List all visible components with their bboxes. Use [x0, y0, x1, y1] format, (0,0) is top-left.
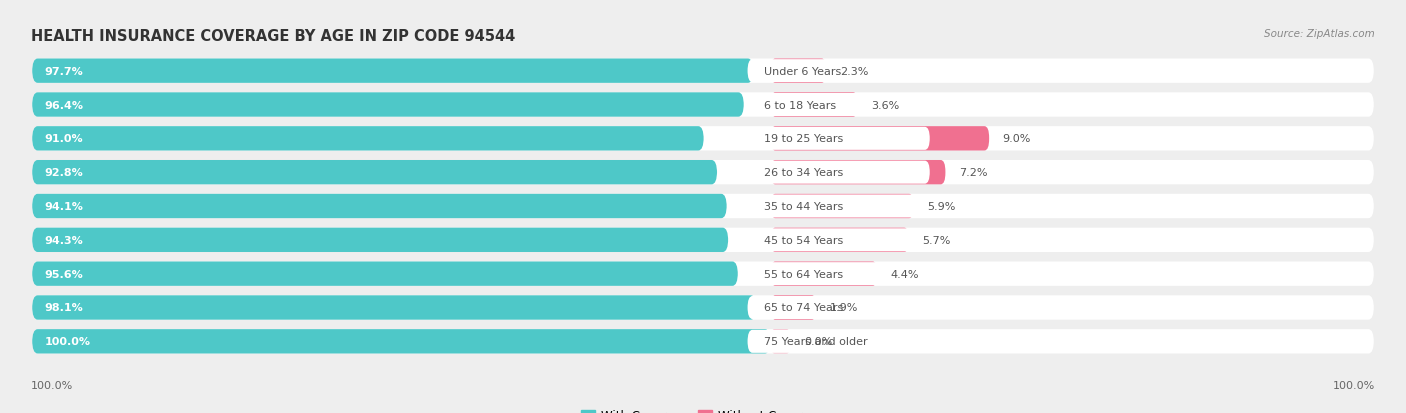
- Text: 96.4%: 96.4%: [45, 100, 83, 110]
- FancyBboxPatch shape: [32, 59, 1374, 84]
- FancyBboxPatch shape: [32, 329, 1374, 354]
- Text: 92.8%: 92.8%: [45, 168, 83, 178]
- Text: 35 to 44 Years: 35 to 44 Years: [763, 202, 844, 211]
- FancyBboxPatch shape: [748, 296, 929, 319]
- FancyBboxPatch shape: [748, 161, 929, 184]
- FancyBboxPatch shape: [748, 60, 929, 83]
- Text: 98.1%: 98.1%: [45, 303, 83, 313]
- Legend: With Coverage, Without Coverage: With Coverage, Without Coverage: [576, 404, 830, 413]
- FancyBboxPatch shape: [32, 329, 770, 354]
- Text: 94.3%: 94.3%: [45, 235, 83, 245]
- FancyBboxPatch shape: [748, 195, 929, 218]
- FancyBboxPatch shape: [770, 296, 817, 320]
- FancyBboxPatch shape: [748, 330, 929, 353]
- FancyBboxPatch shape: [32, 93, 744, 117]
- Text: 1.9%: 1.9%: [830, 303, 859, 313]
- Text: 5.7%: 5.7%: [922, 235, 950, 245]
- FancyBboxPatch shape: [32, 262, 1374, 286]
- FancyBboxPatch shape: [770, 161, 945, 185]
- FancyBboxPatch shape: [32, 228, 1374, 252]
- FancyBboxPatch shape: [770, 329, 790, 354]
- FancyBboxPatch shape: [748, 263, 929, 285]
- FancyBboxPatch shape: [770, 262, 877, 286]
- Text: 75 Years and older: 75 Years and older: [763, 337, 868, 347]
- FancyBboxPatch shape: [32, 262, 738, 286]
- Text: Source: ZipAtlas.com: Source: ZipAtlas.com: [1264, 29, 1375, 39]
- FancyBboxPatch shape: [32, 127, 703, 151]
- FancyBboxPatch shape: [748, 229, 929, 252]
- FancyBboxPatch shape: [32, 93, 1374, 117]
- Text: 2.3%: 2.3%: [839, 66, 869, 76]
- Text: 55 to 64 Years: 55 to 64 Years: [763, 269, 842, 279]
- FancyBboxPatch shape: [32, 127, 1374, 151]
- FancyBboxPatch shape: [770, 59, 827, 84]
- FancyBboxPatch shape: [32, 59, 754, 84]
- Text: 26 to 34 Years: 26 to 34 Years: [763, 168, 844, 178]
- FancyBboxPatch shape: [770, 93, 858, 117]
- Text: Under 6 Years: Under 6 Years: [763, 66, 841, 76]
- FancyBboxPatch shape: [32, 161, 717, 185]
- Text: HEALTH INSURANCE COVERAGE BY AGE IN ZIP CODE 94544: HEALTH INSURANCE COVERAGE BY AGE IN ZIP …: [31, 29, 515, 44]
- Text: 7.2%: 7.2%: [959, 168, 987, 178]
- Text: 45 to 54 Years: 45 to 54 Years: [763, 235, 844, 245]
- Text: 19 to 25 Years: 19 to 25 Years: [763, 134, 844, 144]
- Text: 91.0%: 91.0%: [45, 134, 83, 144]
- Text: 100.0%: 100.0%: [45, 337, 90, 347]
- Text: 4.4%: 4.4%: [891, 269, 920, 279]
- FancyBboxPatch shape: [748, 94, 929, 117]
- FancyBboxPatch shape: [32, 296, 756, 320]
- FancyBboxPatch shape: [770, 195, 914, 218]
- FancyBboxPatch shape: [770, 127, 990, 151]
- Text: 94.1%: 94.1%: [45, 202, 83, 211]
- Text: 97.7%: 97.7%: [45, 66, 83, 76]
- Text: 65 to 74 Years: 65 to 74 Years: [763, 303, 844, 313]
- FancyBboxPatch shape: [748, 128, 929, 150]
- FancyBboxPatch shape: [32, 161, 1374, 185]
- FancyBboxPatch shape: [770, 228, 908, 252]
- Text: 5.9%: 5.9%: [928, 202, 956, 211]
- FancyBboxPatch shape: [32, 296, 1374, 320]
- Text: 100.0%: 100.0%: [1333, 380, 1375, 390]
- FancyBboxPatch shape: [32, 228, 728, 252]
- Text: 100.0%: 100.0%: [31, 380, 73, 390]
- Text: 95.6%: 95.6%: [45, 269, 83, 279]
- FancyBboxPatch shape: [32, 195, 727, 218]
- Text: 6 to 18 Years: 6 to 18 Years: [763, 100, 835, 110]
- Text: 9.0%: 9.0%: [1002, 134, 1031, 144]
- Text: 3.6%: 3.6%: [872, 100, 900, 110]
- Text: 0.0%: 0.0%: [804, 337, 832, 347]
- FancyBboxPatch shape: [32, 195, 1374, 218]
